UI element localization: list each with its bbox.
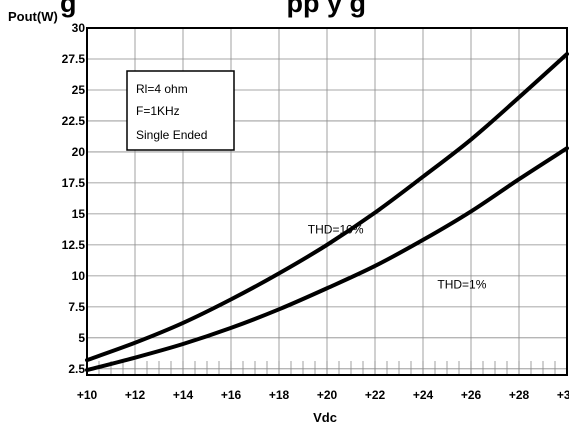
plot-frame	[86, 27, 568, 376]
y-tick-label: 7.5	[68, 300, 85, 314]
minor-ticks	[86, 361, 568, 375]
x-tick-label: +16	[221, 388, 242, 402]
series-line-1	[85, 146, 569, 373]
condition-load: Rl=4 ohm	[136, 82, 188, 96]
y-tick-label: 12.5	[62, 238, 86, 252]
x-tick-label: +22	[365, 388, 386, 402]
x-tick-label: +24	[413, 388, 434, 402]
x-tick-label: +14	[173, 388, 194, 402]
x-axis-title: Vdc	[313, 410, 337, 425]
tick-labels: 2.5 5 7.5 10 12.5 15 17.5 20 22.5 25 27.5 30 +10 +12 +…	[62, 21, 569, 402]
y-tick-label: 2.5	[68, 362, 85, 376]
y-tick-label: 10	[72, 269, 86, 283]
y-axis-title: Pout(W)	[8, 9, 58, 24]
series-annotation: THD=1%	[437, 277, 486, 291]
x-tick-label: +20	[317, 388, 338, 402]
condition-frequency: F=1KHz	[136, 104, 180, 118]
y-tick-label: 5	[78, 331, 85, 345]
series-layer	[85, 52, 569, 373]
x-tick-label: +10	[77, 388, 98, 402]
x-tick-label: +30	[557, 388, 569, 402]
conditions-box: Rl=4 ohm F=1KHz Single Ended	[126, 70, 235, 151]
x-tick-label: +26	[461, 388, 482, 402]
y-tick-label: 20	[72, 145, 86, 159]
y-tick-label: 25	[72, 83, 86, 97]
y-tick-label: 22.5	[62, 114, 86, 128]
annotations: THD=10% THD=1%	[308, 223, 487, 292]
x-tick-label: +28	[509, 388, 530, 402]
y-tick-label: 17.5	[62, 176, 86, 190]
series-line-0	[85, 52, 569, 363]
y-tick-label: 30	[72, 21, 86, 35]
y-tick-label: 27.5	[62, 52, 86, 66]
x-tick-label: +12	[125, 388, 146, 402]
x-tick-label: +18	[269, 388, 290, 402]
series-annotation: THD=10%	[308, 223, 364, 237]
chart-title: g pp y g	[60, 0, 366, 18]
condition-mode: Single Ended	[136, 128, 207, 142]
y-tick-label: 15	[72, 207, 86, 221]
